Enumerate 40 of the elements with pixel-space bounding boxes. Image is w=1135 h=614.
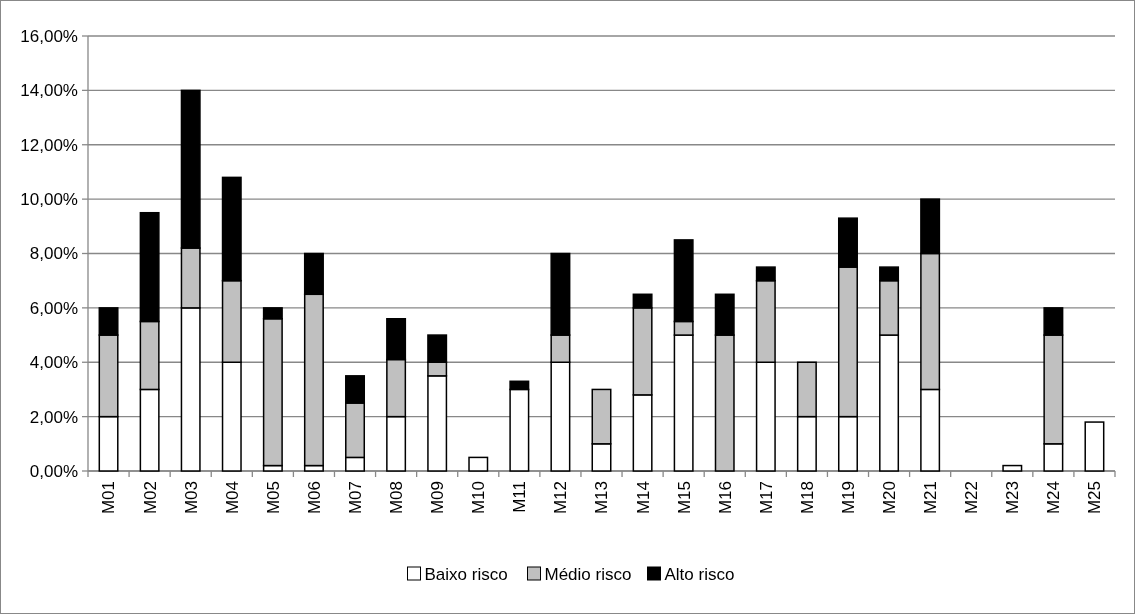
- x-tick-label: M15: [674, 481, 694, 515]
- bar: [1002, 464, 1023, 472]
- x-tick-label: M24: [1044, 481, 1064, 515]
- legend-label: Alto risco: [664, 564, 735, 584]
- x-tick-label: M08: [387, 481, 407, 515]
- y-tick-label: 14,00%: [20, 81, 78, 101]
- x-tick-label: M16: [715, 481, 735, 515]
- x-tick-label: M06: [304, 481, 324, 515]
- x-tick-label: M20: [880, 481, 900, 515]
- x-tick-label: M05: [263, 481, 283, 515]
- x-tick-label: M11: [510, 481, 530, 513]
- x-tick-label: M12: [551, 481, 571, 515]
- x-tick-label: M25: [1085, 481, 1105, 515]
- legend-label: Médio risco: [544, 564, 632, 584]
- bar: [468, 456, 489, 472]
- x-tick-label: M09: [428, 481, 448, 515]
- bar: [1084, 421, 1105, 472]
- x-tick-label: M22: [962, 481, 982, 515]
- x-tick-label: M03: [181, 481, 201, 515]
- y-tick-label: 16,00%: [20, 26, 78, 46]
- x-tick-label: M02: [140, 481, 160, 515]
- x-tick-label: M23: [1003, 481, 1023, 515]
- y-tick-label: 2,00%: [29, 407, 78, 427]
- y-tick-label: 12,00%: [20, 135, 78, 155]
- y-tick-label: 6,00%: [29, 298, 78, 318]
- y-tick-label: 4,00%: [29, 353, 78, 373]
- y-tick-label: 10,00%: [20, 190, 78, 210]
- x-tick-label: M10: [469, 481, 489, 515]
- x-tick-label: M17: [756, 481, 776, 515]
- x-tick-label: M13: [592, 481, 612, 515]
- x-tick-label: M04: [222, 481, 242, 515]
- x-tick-label: M07: [345, 481, 365, 515]
- legend-label: Baixo risco: [424, 564, 508, 584]
- x-tick-label: M19: [838, 481, 858, 515]
- y-tick-label: 8,00%: [29, 244, 78, 264]
- x-tick-label: M14: [633, 481, 653, 515]
- y-tick-label: 0,00%: [29, 461, 78, 481]
- x-tick-label: M18: [797, 481, 817, 515]
- x-tick-label: M01: [99, 481, 119, 515]
- x-tick-label: M21: [921, 481, 941, 515]
